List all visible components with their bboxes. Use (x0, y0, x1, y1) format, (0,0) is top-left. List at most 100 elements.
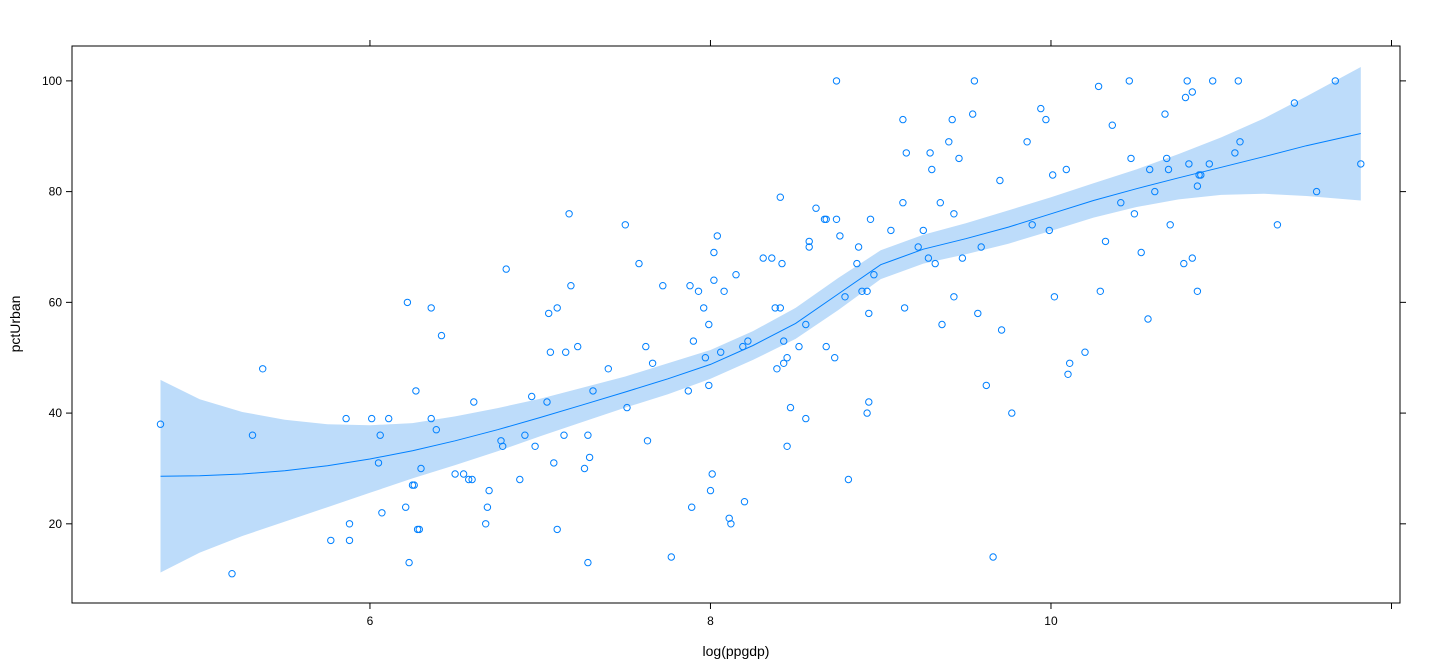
data-point-marker (248, 431, 257, 439)
data-point-marker (982, 381, 990, 390)
data-point-marker (412, 387, 420, 395)
data-point-marker (705, 381, 713, 390)
data-point-marker (832, 215, 841, 224)
data-point-marker (482, 520, 490, 528)
data-point-marker (1081, 348, 1089, 356)
data-point-marker (822, 215, 830, 224)
data-point-marker (970, 77, 979, 85)
data-point-marker (585, 453, 594, 462)
data-point-marker (780, 337, 788, 345)
data-point-marker (642, 342, 650, 351)
data-point-marker (502, 265, 510, 273)
data-point-marker (1050, 293, 1059, 301)
data-point-marker (402, 503, 410, 511)
band-area (160, 67, 1361, 573)
data-point-marker (778, 259, 786, 268)
data-point-marker (710, 248, 718, 257)
data-point-marker (822, 342, 830, 351)
data-point-marker (853, 259, 861, 268)
data-point-marker (468, 475, 476, 484)
data-point-marker (773, 365, 781, 373)
data-point-marker (863, 409, 871, 417)
data-point-marker (562, 348, 570, 356)
data-point-marker (780, 359, 788, 367)
y-tick-label: 40 (49, 406, 63, 420)
data-point-marker (1273, 221, 1282, 229)
data-point-marker (1236, 138, 1244, 146)
data-point-marker (805, 243, 813, 251)
data-point-marker (1146, 165, 1154, 174)
data-point-marker (415, 525, 423, 534)
data-point-marker (858, 287, 866, 295)
data-point-marker (689, 337, 698, 345)
data-point-marker (376, 431, 384, 439)
data-point-marker (1144, 315, 1152, 323)
data-point-marker (914, 243, 922, 251)
data-point-marker (706, 486, 715, 495)
data-point-marker (1164, 165, 1173, 174)
data-point-marker (567, 282, 575, 290)
data-point-marker (865, 398, 873, 406)
data-point-marker (926, 149, 934, 157)
y-tick-label: 80 (49, 185, 63, 199)
data-point-marker (989, 553, 997, 561)
data-point-marker (1096, 287, 1105, 295)
data-point-marker (1037, 104, 1045, 113)
y-axis-label: pctUrban (7, 296, 23, 353)
y-tick-label: 20 (49, 517, 63, 531)
data-point-marker (1049, 171, 1057, 179)
data-point-marker (844, 475, 853, 484)
data-point-marker (1125, 77, 1134, 85)
data-point-marker (385, 414, 393, 423)
data-point-marker (1166, 221, 1174, 229)
data-point-marker (732, 271, 740, 279)
x-tick-label: 10 (1044, 614, 1058, 628)
data-point-marker (560, 431, 568, 439)
data-point-marker (1209, 77, 1217, 85)
data-point-marker (550, 459, 558, 467)
data-point-marker (417, 464, 425, 473)
data-point-marker (485, 486, 493, 495)
data-point-marker (768, 254, 776, 262)
data-point-marker (783, 354, 791, 362)
smooth-path (160, 133, 1361, 477)
data-point-marker (1127, 154, 1135, 163)
data-point-marker (786, 403, 795, 412)
data-point-marker (1023, 138, 1031, 146)
data-point-marker (1234, 77, 1243, 85)
data-point-marker (584, 431, 592, 439)
data-point-marker (866, 215, 875, 224)
data-point-marker (403, 298, 412, 307)
data-point-marker (854, 243, 863, 251)
data-point-marker (459, 470, 468, 478)
data-point-marker (802, 320, 810, 329)
data-point-marker (528, 392, 536, 401)
data-point-marker (977, 243, 985, 251)
data-point-marker (1101, 237, 1110, 246)
data-point-marker (648, 359, 657, 367)
data-point-marker (643, 437, 652, 445)
data-point-marker (700, 304, 708, 312)
data-point-marker (713, 232, 721, 240)
data-point-marker (1117, 199, 1125, 207)
data-point-marker (805, 237, 813, 246)
data-point-marker (584, 558, 592, 567)
data-point-marker (694, 287, 703, 295)
data-point-marker (1045, 226, 1054, 235)
y-tick-label: 60 (49, 295, 63, 309)
data-point-marker (717, 348, 725, 356)
data-point-marker (553, 525, 561, 534)
data-point-marker (589, 387, 597, 395)
data-point-marker (997, 326, 1006, 334)
data-point-marker (919, 226, 927, 235)
data-point-marker (945, 138, 953, 146)
data-point-marker (1205, 160, 1214, 168)
data-point-marker (744, 337, 752, 345)
x-tick-label: 6 (367, 614, 374, 628)
data-point-marker (1028, 221, 1036, 229)
data-point-marker (470, 398, 478, 406)
data-points (156, 77, 1365, 578)
data-point-marker (974, 309, 982, 318)
data-point-marker (427, 414, 435, 423)
